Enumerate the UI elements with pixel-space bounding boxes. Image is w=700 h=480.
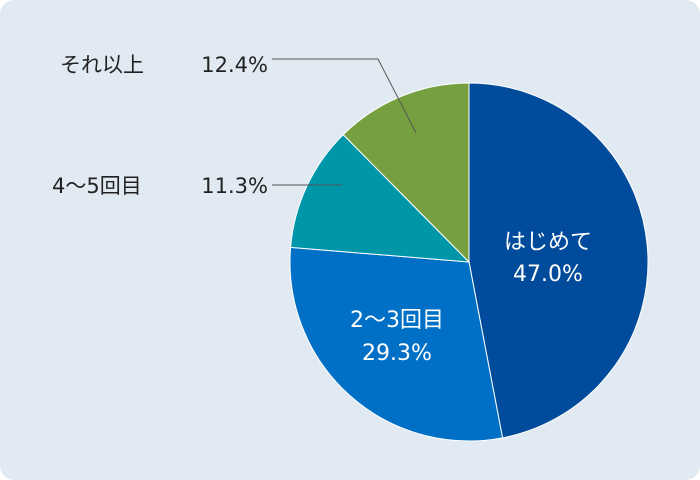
slice-label-4-5: 4〜5回目 <box>52 174 142 198</box>
pie-slice-4-5 <box>290 133 471 263</box>
slice-label-2-3: 2〜3回目 <box>350 308 444 333</box>
slice-value-hajimete: 47.0% <box>513 262 583 287</box>
leader-lines <box>272 58 417 186</box>
slice-value-sore-ijou: 12.4% <box>201 53 268 77</box>
pie-slice-sore-ijou <box>342 82 470 264</box>
leader-line-sore-ijou <box>272 58 417 134</box>
pie-slice-hajimete <box>468 82 649 439</box>
slice-label-sore-ijou: それ以上 <box>60 53 144 77</box>
slice-value-4-5: 11.3% <box>201 174 268 198</box>
pie-slices <box>289 82 649 442</box>
slice-value-2-3: 29.3% <box>362 341 432 366</box>
pie-slice-2-3 <box>289 246 504 442</box>
slice-label-hajimete: はじめて <box>504 230 592 255</box>
